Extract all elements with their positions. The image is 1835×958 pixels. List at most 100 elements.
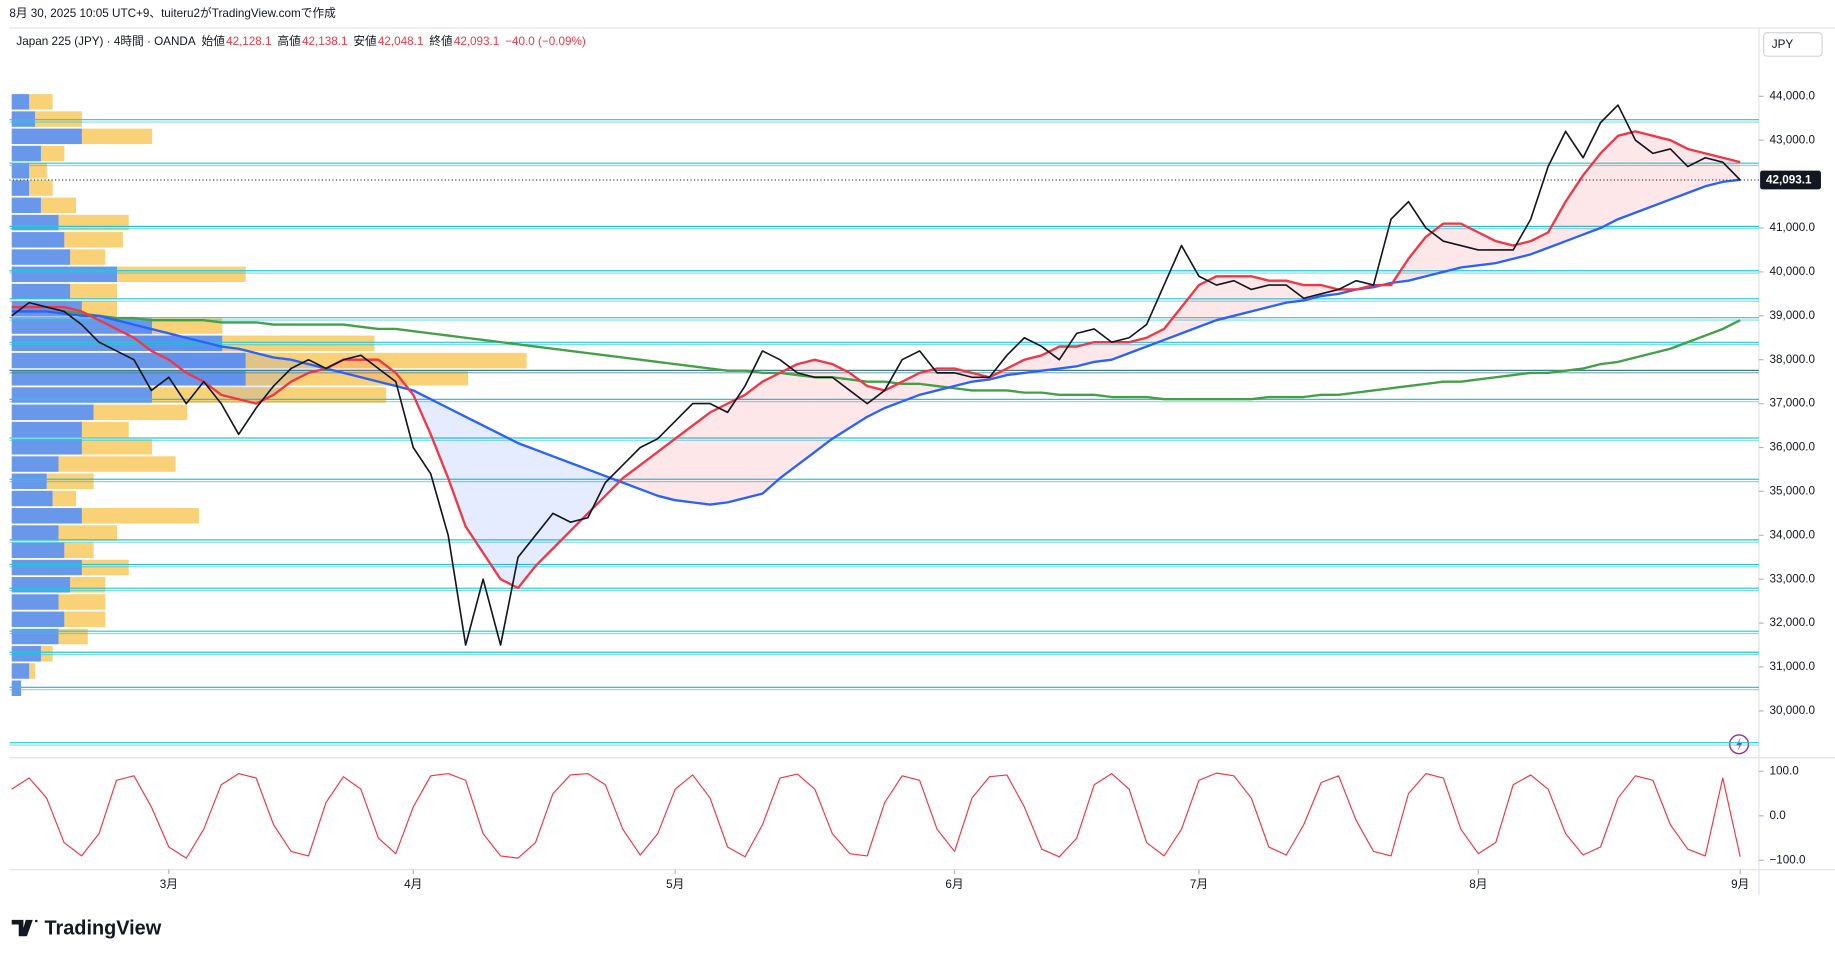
series-line	[11, 130, 1741, 590]
ma-fill	[1111, 342, 1130, 360]
legend-item: 42,093.1	[454, 35, 500, 48]
volume-up	[11, 594, 59, 610]
alert-bolt[interactable]	[1736, 737, 1743, 752]
volume-up	[11, 559, 82, 576]
volume-down	[29, 163, 47, 179]
volume-up	[11, 490, 53, 507]
volume-down	[40, 197, 77, 214]
ma-fill	[1233, 276, 1252, 316]
ma-fill	[203, 342, 222, 395]
ma-fill	[1443, 223, 1461, 272]
ma-fill	[535, 449, 553, 567]
logo: TradingView	[11, 917, 162, 939]
y-tick-label: 31,000.0	[1769, 660, 1815, 673]
volume-down	[64, 542, 94, 559]
ma-fill	[1006, 359, 1025, 376]
volume-up	[11, 439, 82, 455]
y2-tick-label: 0.0	[1769, 809, 1786, 822]
ma-fill	[186, 337, 204, 382]
volume-down	[81, 439, 153, 455]
ma-fill	[1478, 232, 1496, 266]
ma-fill	[919, 368, 938, 395]
volume-up	[11, 128, 82, 145]
volume-down	[81, 421, 129, 438]
ma-fill	[133, 324, 152, 351]
ma-fill	[1583, 153, 1601, 235]
x-tick-label: 9月	[1731, 878, 1749, 891]
volume-up	[11, 628, 59, 645]
volume-down	[64, 611, 106, 628]
volume-down	[58, 456, 176, 472]
ma-fill	[1408, 236, 1426, 281]
logo-text: TradingView	[44, 917, 161, 939]
series-line	[11, 772, 1741, 859]
legend-item: Japan 225 (JPY) · 4時間 · OANDA	[16, 35, 195, 48]
currency-box[interactable]	[1763, 32, 1823, 57]
legend-item: 42,048.1	[378, 35, 424, 48]
volume-up	[11, 335, 223, 352]
volume-down	[70, 249, 106, 265]
ma-fill	[1268, 280, 1287, 308]
x-tick-label: 6月	[945, 878, 963, 891]
ma-fill	[1059, 346, 1077, 369]
x-tick-label: 4月	[404, 878, 422, 891]
volume-up	[11, 646, 41, 662]
volume-down	[29, 94, 53, 110]
ma-fill	[1146, 328, 1165, 347]
volume-up	[11, 663, 30, 679]
y-tick-label: 30,000.0	[1769, 704, 1815, 717]
ma-fill	[832, 364, 850, 439]
volume-down	[245, 370, 469, 386]
legend-item: 安値	[353, 34, 377, 48]
volume-down	[29, 180, 53, 196]
volume-up	[11, 680, 22, 697]
ma-fill	[1094, 342, 1112, 362]
ma-fill	[1164, 307, 1182, 340]
ma-fill	[1181, 285, 1199, 334]
legend-item: 42,128.1	[226, 35, 271, 48]
series-line	[63, 310, 1741, 401]
x-tick-label: 5月	[666, 878, 684, 891]
legend-item: 終値	[429, 34, 453, 48]
legend-item: −40.0 (−0.09%)	[505, 35, 586, 48]
ma-fill	[221, 346, 239, 400]
y-tick-label: 43,000.0	[1769, 133, 1815, 146]
oscillator-pane	[11, 772, 1741, 859]
last-price-box	[1760, 170, 1821, 190]
last-price-label: 42,093.1	[1766, 174, 1812, 187]
volume-up	[11, 249, 71, 265]
legend: Japan 225 (JPY) · 4時間 · OANDA 始値42,128.1 高…	[16, 34, 585, 48]
ma-fill	[937, 368, 955, 391]
volume-down	[245, 352, 527, 369]
ma-fill	[797, 359, 815, 466]
alert-icon[interactable]	[1728, 734, 1750, 755]
ma-fill	[710, 403, 728, 505]
volume-up	[11, 404, 94, 421]
ma-fill	[1670, 140, 1688, 200]
volume-down	[81, 559, 129, 576]
y-tick-label: 34,000.0	[1769, 528, 1815, 541]
series-line	[11, 104, 1741, 646]
ma-fill	[587, 469, 606, 514]
ma-fill	[1652, 135, 1671, 207]
ma-fill	[1600, 135, 1618, 228]
volume-down	[40, 646, 53, 662]
legend-item: 42,138.1	[302, 35, 348, 48]
volume-up	[11, 145, 41, 162]
ma-fill	[552, 456, 571, 549]
ma-fill	[1198, 276, 1217, 327]
y-tick-label: 44,000.0	[1769, 89, 1815, 102]
volume-up	[11, 180, 30, 196]
volume-down	[64, 232, 123, 248]
ma-fill	[1548, 201, 1566, 248]
x-tick-label: 3月	[160, 878, 178, 891]
y-tick-label: 33,000.0	[1769, 572, 1815, 585]
volume-up	[11, 508, 82, 524]
ma-fill	[238, 348, 257, 404]
ma-fill	[779, 364, 798, 479]
volume-up	[11, 421, 82, 438]
volume-down	[222, 335, 375, 352]
ma-fill	[762, 372, 780, 494]
x-tick-label: 7月	[1190, 878, 1208, 891]
volume-down	[58, 214, 129, 231]
